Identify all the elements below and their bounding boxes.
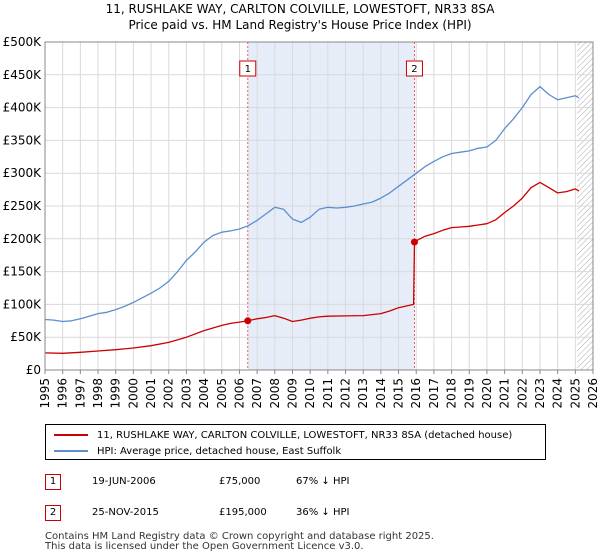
- transaction-date: 25-NOV-2015: [92, 507, 159, 518]
- x-tick-label: 2026: [586, 378, 600, 409]
- plot-frame: [44, 41, 594, 371]
- chart-title: 11, RUSHLAKE WAY, CARLTON COLVILLE, LOWE…: [105, 2, 495, 16]
- x-tick-label: 2004: [197, 378, 211, 409]
- x-tick-label: 2000: [126, 378, 140, 409]
- legend-label-hpi: HPI: Average price, detached house, East…: [97, 445, 342, 457]
- footer-line-2: This data is licensed under the Open Gov…: [45, 541, 364, 552]
- x-tick-label: 2024: [551, 378, 565, 409]
- x-tick-label: 2023: [533, 378, 547, 409]
- x-tick-label: 2014: [374, 378, 388, 409]
- x-tick-label: 2006: [232, 378, 246, 409]
- transaction-number: 2: [45, 505, 61, 521]
- sale-point: [410, 238, 418, 246]
- sale-label-box: [405, 60, 423, 77]
- x-tick-label: 2002: [162, 378, 176, 409]
- legend-item-price: 11, RUSHLAKE WAY, CARLTON COLVILLE, LOWE…: [54, 428, 512, 442]
- x-tick-label: 2008: [268, 378, 282, 409]
- x-tick-label: 2012: [339, 378, 353, 409]
- x-tick-label: 2005: [215, 378, 229, 409]
- y-tick-label: £50K: [10, 330, 42, 344]
- legend-item-hpi: HPI: Average price, detached house, East…: [54, 444, 341, 458]
- x-tick-label: 2016: [409, 378, 423, 409]
- x-tick-label: 2009: [285, 378, 299, 409]
- footer-notice: Contains HM Land Registry data © Crown c…: [45, 532, 434, 552]
- transaction-hpi-diff: 36% ↓ HPI: [296, 507, 350, 518]
- transaction-price: £75,000: [219, 476, 261, 487]
- x-tick-label: 2022: [515, 378, 529, 409]
- price-paid-series-line: [44, 181, 580, 354]
- y-tick-label: £250K: [3, 199, 43, 213]
- y-tick-label: £500K: [3, 35, 43, 49]
- legend-label-price: 11, RUSHLAKE WAY, CARLTON COLVILLE, LOWE…: [97, 429, 513, 441]
- x-tick-label: 2018: [445, 378, 459, 409]
- x-tick-label: 1998: [91, 378, 105, 409]
- legend-swatch-hpi: [54, 450, 88, 452]
- price-chart: 1 2 £0 £50K £100K £150K £200K £250K £300K £350K £…: [3, 35, 600, 409]
- hpi-series-line: [44, 85, 580, 323]
- x-tick-label: 2025: [568, 378, 582, 409]
- transaction-hpi-diff: 67% ↓ HPI: [296, 476, 350, 487]
- x-tick-label: 2020: [480, 378, 494, 409]
- x-tick-label: 2019: [462, 378, 476, 409]
- x-tick-label: 2021: [498, 378, 512, 409]
- sale-label-text: 2: [411, 64, 417, 75]
- x-tick-label: 2011: [321, 378, 335, 409]
- x-tick-label: 1996: [56, 378, 70, 409]
- x-tick-label: 2017: [427, 378, 441, 409]
- y-tick-label: £400K: [3, 101, 43, 115]
- x-tick-label: 1999: [109, 378, 123, 409]
- y-tick-label: £0: [26, 363, 41, 377]
- sale-label-box: [239, 60, 257, 77]
- y-tick-label: £350K: [3, 133, 43, 147]
- y-tick-label: £100K: [3, 297, 43, 311]
- transaction-price: £195,000: [219, 507, 267, 518]
- x-tick-label: 2013: [356, 378, 370, 409]
- sale-point: [244, 317, 252, 325]
- x-tick-label: 2001: [144, 378, 158, 409]
- y-tick-label: £300K: [3, 166, 43, 180]
- x-tick-label: 2015: [392, 378, 406, 409]
- legend-swatch-price: [54, 434, 88, 436]
- x-tick-label: 2003: [179, 378, 193, 409]
- x-tick-label: 1995: [38, 378, 52, 409]
- x-tick-label: 2007: [250, 378, 264, 409]
- footer-line-1: Contains HM Land Registry data © Crown c…: [45, 531, 434, 542]
- y-tick-label: £150K: [3, 265, 43, 279]
- y-tick-label: £200K: [3, 232, 43, 246]
- x-tick-label: 1997: [73, 378, 87, 409]
- sale-label-text: 1: [245, 64, 251, 75]
- transaction-number: 1: [45, 474, 61, 490]
- y-tick-label: £450K: [3, 68, 43, 82]
- transaction-date: 19-JUN-2006: [92, 476, 156, 487]
- chart-subtitle: Price paid vs. HM Land Registry's House …: [128, 18, 472, 32]
- chart-legend: 11, RUSHLAKE WAY, CARLTON COLVILLE, LOWE…: [45, 424, 546, 460]
- x-tick-label: 2010: [303, 378, 317, 409]
